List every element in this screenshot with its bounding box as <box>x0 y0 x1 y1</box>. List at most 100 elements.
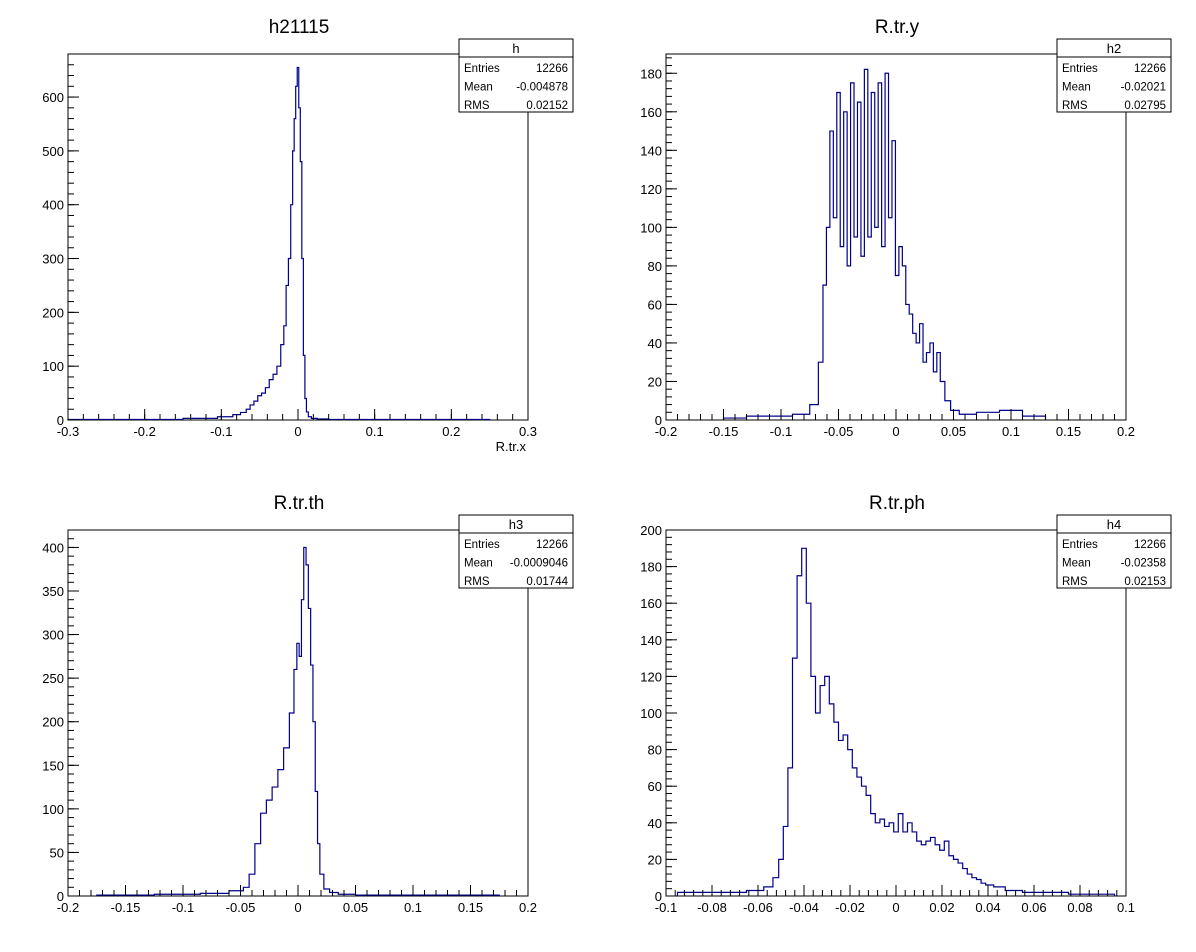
y-tick-label: 350 <box>42 584 64 599</box>
y-tick-label: 300 <box>42 628 64 643</box>
x-tick-label: 0.05 <box>343 900 368 915</box>
stats-label: RMS <box>1062 576 1088 588</box>
stats-value: -0.0009046 <box>510 558 568 570</box>
stats-label: Entries <box>1062 539 1098 551</box>
histogram-chart: h21115 R.tr.x -0.3 -0.2 -0.1 0 0.1 0.2 0.3 0 100… <box>42 17 574 454</box>
y-tick-label: 500 <box>42 144 64 159</box>
chart-title: R.tr.ph <box>869 493 925 514</box>
y-tick-label: 20 <box>648 852 662 867</box>
y-tick-label: 60 <box>648 297 662 312</box>
x-tick-label: -0.05 <box>824 424 854 439</box>
chart-title: R.tr.th <box>274 493 325 514</box>
histogram-panel-r-tr-y: R.tr.y -0.2 -0.15 -0.1 -0.05 0 0.05 0.1 0.15 0.2… <box>598 0 1196 476</box>
y-tick-label: 80 <box>648 743 662 758</box>
y-tick-label: 120 <box>640 669 662 684</box>
x-tick-label: -0.1 <box>172 900 194 915</box>
stats-label: Entries <box>464 63 500 75</box>
stats-label: Mean <box>464 558 493 570</box>
stats-value: -0.02358 <box>1121 558 1166 570</box>
stats-box-name: h3 <box>509 517 523 532</box>
y-tick-label: 250 <box>42 671 64 686</box>
x-tick-label: 0 <box>892 900 899 915</box>
y-tick-label: 0 <box>655 413 662 428</box>
y-tick-label: 0 <box>655 889 662 904</box>
x-tick-label: 0 <box>294 900 301 915</box>
x-tick-label: 0.1 <box>404 900 422 915</box>
x-tick-label: 0.1 <box>1002 424 1020 439</box>
histogram-panel-r-tr-x: h21115 R.tr.x -0.3 -0.2 -0.1 0 0.1 0.2 0.3 0 100… <box>0 0 598 476</box>
chart-title: h21115 <box>269 17 330 38</box>
stats-value: 12266 <box>536 63 568 75</box>
y-tick-label: 180 <box>640 560 662 575</box>
histogram-panel-r-tr-th: R.tr.th -0.2 -0.15 -0.1 -0.05 0 0.05 0.1 0.15 0.… <box>0 476 598 952</box>
x-tick-label: 0.08 <box>1067 900 1092 915</box>
stats-value: 0.02153 <box>1124 576 1166 588</box>
y-tick-label: 200 <box>42 305 64 320</box>
x-tick-label: -0.2 <box>57 900 79 915</box>
histogram-series <box>676 547 1116 896</box>
x-tick-label: -0.06 <box>743 900 773 915</box>
stats-label: RMS <box>464 576 490 588</box>
x-tick-label: -0.02 <box>835 900 865 915</box>
stats-label: Entries <box>464 539 500 551</box>
stats-value: 12266 <box>1134 539 1166 551</box>
histogram-series <box>722 68 1047 420</box>
y-tick-label: 600 <box>42 90 64 105</box>
x-tick-label: -0.2 <box>655 424 677 439</box>
x-tick-label: -0.1 <box>210 424 232 439</box>
x-axis-label: R.tr.x <box>496 439 527 454</box>
y-tick-label: 100 <box>640 706 662 721</box>
stats-label: Mean <box>1062 82 1091 94</box>
x-tick-label: 0.3 <box>519 424 537 439</box>
stats-box: h2 Entries 12266 Mean -0.02021 RMS 0.02795 <box>1056 38 1172 113</box>
x-tick-label: 0.2 <box>442 424 460 439</box>
y-tick-label: 180 <box>640 66 662 81</box>
y-tick-label: 150 <box>42 758 64 773</box>
y-tick-label: 20 <box>648 374 662 389</box>
y-tick-label: 50 <box>50 845 64 860</box>
x-tick-label: 0.15 <box>458 900 483 915</box>
x-tick-label: 0.15 <box>1056 424 1081 439</box>
histogram-series <box>67 66 491 421</box>
x-tick-label: 0.2 <box>1117 424 1135 439</box>
histogram-chart: R.tr.ph -0.1 -0.08 -0.06 -0.04 -0.02 0 0.02 0.0… <box>640 493 1172 915</box>
y-tick-label: 140 <box>640 143 662 158</box>
y-tick-label: 200 <box>640 523 662 538</box>
stats-label: Entries <box>1062 63 1098 75</box>
stats-value: 0.02795 <box>1124 100 1166 112</box>
x-tick-label: -0.04 <box>789 900 819 915</box>
y-tick-label: 80 <box>648 259 662 274</box>
stats-box: h4 Entries 12266 Mean -0.02358 RMS 0.02153 <box>1056 514 1172 589</box>
stats-box: h3 Entries 12266 Mean -0.0009046 RMS 0.01744 <box>458 514 574 589</box>
x-tick-label: 0 <box>892 424 899 439</box>
y-tick-label: 40 <box>648 816 662 831</box>
y-tick-label: 100 <box>640 220 662 235</box>
stats-box-name: h4 <box>1107 517 1121 532</box>
x-tick-label: -0.2 <box>133 424 155 439</box>
y-tick-label: 160 <box>640 105 662 120</box>
x-tick-label: 0.1 <box>1117 900 1135 915</box>
stats-value: -0.02021 <box>1121 82 1166 94</box>
stats-label: RMS <box>1062 100 1088 112</box>
stats-label: RMS <box>464 100 490 112</box>
y-tick-label: 400 <box>42 198 64 213</box>
y-tick-label: 100 <box>42 802 64 817</box>
x-tick-label: 0.04 <box>975 900 1000 915</box>
y-tick-label: 120 <box>640 182 662 197</box>
x-tick-label: 0.2 <box>519 900 537 915</box>
x-tick-label: 0.1 <box>366 424 384 439</box>
stats-value: 12266 <box>536 539 568 551</box>
y-tick-label: 200 <box>42 715 64 730</box>
stats-value: 0.01744 <box>526 576 568 588</box>
stats-box-name: h <box>512 41 519 56</box>
histogram-chart: R.tr.y -0.2 -0.15 -0.1 -0.05 0 0.05 0.1 0.15 0.2… <box>640 17 1172 439</box>
x-tick-label: -0.08 <box>697 900 727 915</box>
stats-box: h Entries 12266 Mean -0.004878 RMS 0.02152 <box>458 38 574 113</box>
histogram-chart: R.tr.th -0.2 -0.15 -0.1 -0.05 0 0.05 0.1 0.15 0.… <box>42 493 574 915</box>
y-tick-label: 0 <box>57 889 64 904</box>
histogram-panel-r-tr-ph: R.tr.ph -0.1 -0.08 -0.06 -0.04 -0.02 0 0.02 0.0… <box>598 476 1196 952</box>
y-tick-label: 400 <box>42 540 64 555</box>
y-tick-label: 100 <box>42 359 64 374</box>
x-tick-label: -0.15 <box>709 424 739 439</box>
y-tick-label: 40 <box>648 336 662 351</box>
